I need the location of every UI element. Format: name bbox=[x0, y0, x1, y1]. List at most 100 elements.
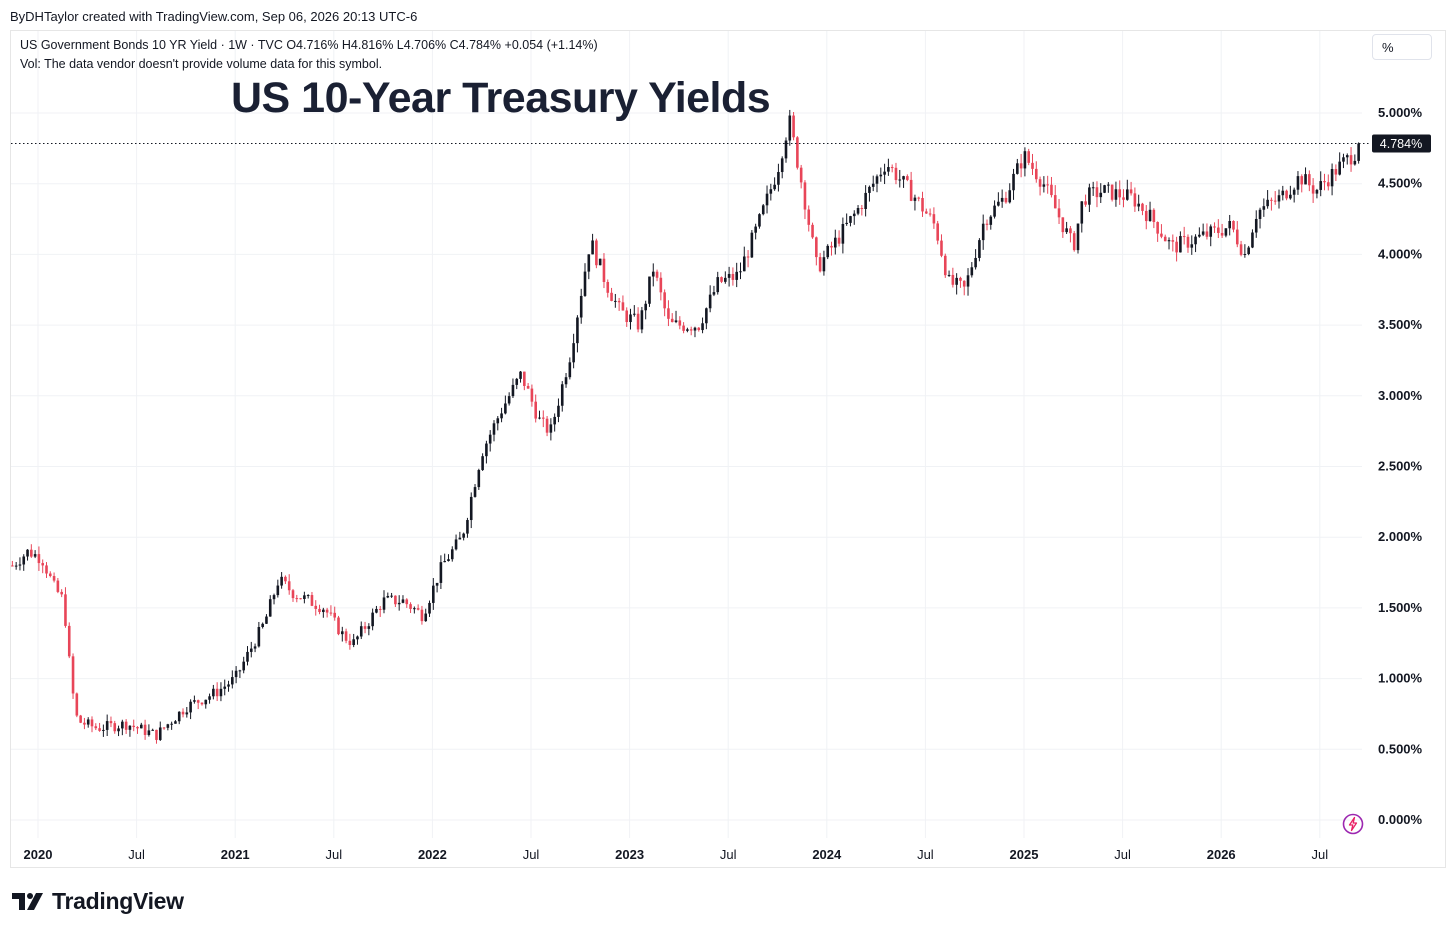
candle-body bbox=[1224, 228, 1228, 236]
y-tick-label: 2.000% bbox=[1378, 529, 1423, 544]
y-tick-label: 5.000% bbox=[1378, 105, 1423, 120]
candle-body bbox=[1103, 185, 1106, 193]
candle-body bbox=[71, 656, 75, 694]
candle-body bbox=[993, 205, 996, 217]
candle-body bbox=[868, 186, 871, 193]
candle-body bbox=[534, 401, 538, 419]
attribution-text: ByDHTaylor created with TradingView.com,… bbox=[10, 9, 418, 24]
candle-body bbox=[496, 418, 500, 424]
candle-body bbox=[26, 549, 29, 557]
candle-body bbox=[1262, 206, 1266, 210]
y-tick-label: 4.000% bbox=[1378, 246, 1423, 261]
candle-body bbox=[1273, 200, 1277, 202]
candle-body bbox=[1031, 162, 1034, 169]
candle-body bbox=[883, 171, 886, 175]
candle-body bbox=[1258, 209, 1262, 219]
candle-body bbox=[1175, 241, 1178, 253]
candle-body bbox=[1353, 160, 1357, 165]
candle-body bbox=[485, 443, 488, 457]
candle-body bbox=[151, 729, 154, 731]
candle-body bbox=[443, 561, 446, 563]
candle-body bbox=[557, 405, 560, 417]
candle-body bbox=[454, 539, 458, 550]
candle-body bbox=[1179, 236, 1182, 253]
candle-body bbox=[1008, 190, 1012, 203]
candle-body bbox=[113, 723, 117, 732]
candle-body bbox=[344, 631, 348, 641]
y-tick-label: 0.000% bbox=[1378, 812, 1423, 827]
candle-body bbox=[1027, 151, 1031, 163]
candle-body bbox=[83, 722, 86, 725]
candle-body bbox=[1232, 220, 1235, 230]
candle-body bbox=[1217, 227, 1220, 233]
chart-title: US 10-Year Treasury Yields bbox=[231, 74, 771, 122]
candle-body bbox=[655, 271, 659, 278]
candle-body bbox=[1338, 161, 1341, 175]
candle-body bbox=[1213, 226, 1216, 228]
candle-body bbox=[678, 320, 682, 326]
candle-body bbox=[86, 719, 90, 725]
x-tick-label: Jul bbox=[917, 847, 934, 862]
candle-body bbox=[784, 140, 788, 159]
candle-body bbox=[856, 207, 860, 214]
candle-body bbox=[401, 599, 405, 603]
percent-scale-button[interactable]: % bbox=[1372, 34, 1432, 60]
candle-body bbox=[625, 310, 629, 323]
candle-body bbox=[875, 176, 879, 184]
candle-body bbox=[189, 701, 192, 713]
candle-body bbox=[458, 537, 462, 540]
candle-body bbox=[1289, 194, 1292, 199]
candle-body bbox=[181, 711, 185, 715]
candle-body bbox=[155, 729, 158, 740]
candle-body bbox=[754, 226, 757, 233]
candle-body bbox=[147, 730, 151, 735]
candle-body bbox=[1342, 157, 1345, 162]
candle-body bbox=[75, 693, 79, 716]
candle-body bbox=[670, 318, 674, 323]
candle-body bbox=[409, 604, 412, 609]
candle-body bbox=[1012, 173, 1015, 191]
candle-body bbox=[811, 224, 814, 238]
candle-body bbox=[1323, 181, 1326, 183]
y-tick-label: 3.500% bbox=[1378, 317, 1423, 332]
candle-body bbox=[1110, 184, 1114, 200]
candle-body bbox=[102, 729, 105, 731]
candle-body bbox=[981, 223, 985, 241]
candle-body bbox=[435, 582, 439, 586]
candle-body bbox=[997, 201, 1000, 206]
candle-body bbox=[773, 184, 776, 190]
candle-body bbox=[1198, 234, 1201, 237]
candle-body bbox=[1144, 210, 1148, 222]
candle-body bbox=[1160, 233, 1163, 237]
y-tick-label: 0.500% bbox=[1378, 741, 1423, 756]
candle-body bbox=[242, 661, 245, 671]
candle-body bbox=[701, 323, 704, 331]
candle-body bbox=[45, 565, 48, 574]
candle-body bbox=[1019, 163, 1023, 169]
y-tick-label: 3.000% bbox=[1378, 388, 1423, 403]
candle-body bbox=[219, 688, 223, 697]
candle-body bbox=[98, 728, 101, 731]
candle-body bbox=[928, 213, 932, 215]
chart-frame bbox=[10, 30, 1446, 868]
candle-body bbox=[109, 721, 113, 724]
candle-body bbox=[1205, 231, 1209, 237]
candle-body bbox=[1129, 189, 1133, 194]
candle-body bbox=[519, 371, 522, 379]
candle-body bbox=[295, 598, 299, 600]
candle-body bbox=[193, 700, 196, 702]
candle-body bbox=[287, 581, 291, 591]
symbol-legend[interactable]: US Government Bonds 10 YR Yield · 1W · T… bbox=[20, 38, 598, 52]
candle-body bbox=[94, 726, 98, 729]
candle-body bbox=[378, 608, 382, 610]
candle-body bbox=[932, 214, 936, 224]
candle-body bbox=[902, 176, 905, 180]
lightning-icon[interactable] bbox=[1342, 813, 1364, 840]
candle-body bbox=[413, 608, 416, 610]
candle-body bbox=[1330, 169, 1334, 187]
candle-body bbox=[966, 275, 970, 287]
tradingview-logo[interactable]: TradingView bbox=[12, 888, 184, 914]
candle-body bbox=[208, 696, 211, 700]
candle-body bbox=[322, 609, 325, 613]
